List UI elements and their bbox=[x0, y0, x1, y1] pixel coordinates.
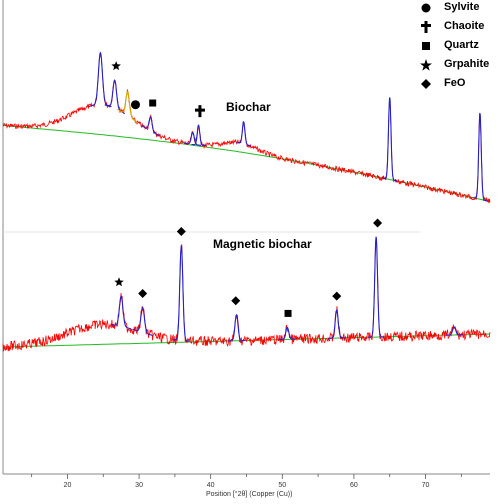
x-tick-label: 50 bbox=[278, 482, 286, 489]
diamond-marker bbox=[373, 218, 383, 228]
x-tick-label: 20 bbox=[64, 482, 72, 489]
x-tick-label: 30 bbox=[135, 482, 143, 489]
diamond-marker bbox=[138, 288, 148, 298]
peak-fit-line bbox=[104, 79, 126, 115]
diamond-marker bbox=[332, 291, 342, 301]
peak-fit-line bbox=[132, 306, 153, 336]
circle-marker bbox=[130, 100, 140, 110]
peak-fit-line bbox=[111, 295, 132, 330]
peak-fit-line bbox=[367, 236, 385, 338]
cross-marker bbox=[194, 105, 205, 118]
peak-fit-line bbox=[184, 131, 202, 146]
peak-fit-line bbox=[236, 120, 252, 147]
star-marker bbox=[114, 277, 124, 287]
peak-fit-line bbox=[382, 97, 397, 182]
peak-fit-line bbox=[117, 90, 138, 124]
peak-fit-line bbox=[227, 313, 245, 342]
square-marker bbox=[284, 309, 292, 317]
diamond-icon bbox=[421, 79, 431, 89]
star-marker bbox=[111, 61, 121, 71]
peak-fit-line bbox=[328, 309, 346, 339]
legend-label: Sylvite bbox=[444, 1, 480, 13]
x-axis-title: Position [°2θ] (Copper (Cu)) bbox=[206, 491, 293, 498]
peak-fit-line bbox=[172, 245, 190, 342]
diamond-marker bbox=[176, 226, 186, 236]
x-tick-label: 40 bbox=[207, 482, 215, 489]
circle-icon bbox=[421, 3, 431, 13]
peak-fit-line bbox=[445, 326, 463, 336]
series-label-biochar: Biochar bbox=[226, 100, 271, 114]
cross-icon bbox=[421, 21, 431, 33]
peak-fit-line bbox=[141, 116, 160, 136]
observed-pattern-line bbox=[2, 236, 491, 352]
legend-label: Chaoite bbox=[444, 20, 485, 32]
x-tick-label: 70 bbox=[422, 482, 430, 489]
star-icon bbox=[420, 59, 432, 71]
diamond-marker bbox=[231, 296, 241, 306]
x-tick-label: 60 bbox=[350, 482, 358, 489]
legend-label: Grpahite bbox=[444, 58, 490, 70]
background-fit-line bbox=[2, 125, 491, 202]
series-label-magnetic-biochar: Magnetic biochar bbox=[213, 237, 312, 251]
observed-pattern-line bbox=[2, 53, 491, 204]
square-marker bbox=[149, 99, 157, 107]
peak-fit-line bbox=[278, 326, 296, 341]
peak-fit-line bbox=[88, 51, 112, 108]
square-icon bbox=[422, 42, 430, 50]
peak-fit-line bbox=[191, 124, 206, 146]
legend-label: FeO bbox=[444, 77, 466, 89]
peak-fit-line bbox=[472, 113, 488, 202]
legend-label: Quartz bbox=[444, 39, 479, 51]
